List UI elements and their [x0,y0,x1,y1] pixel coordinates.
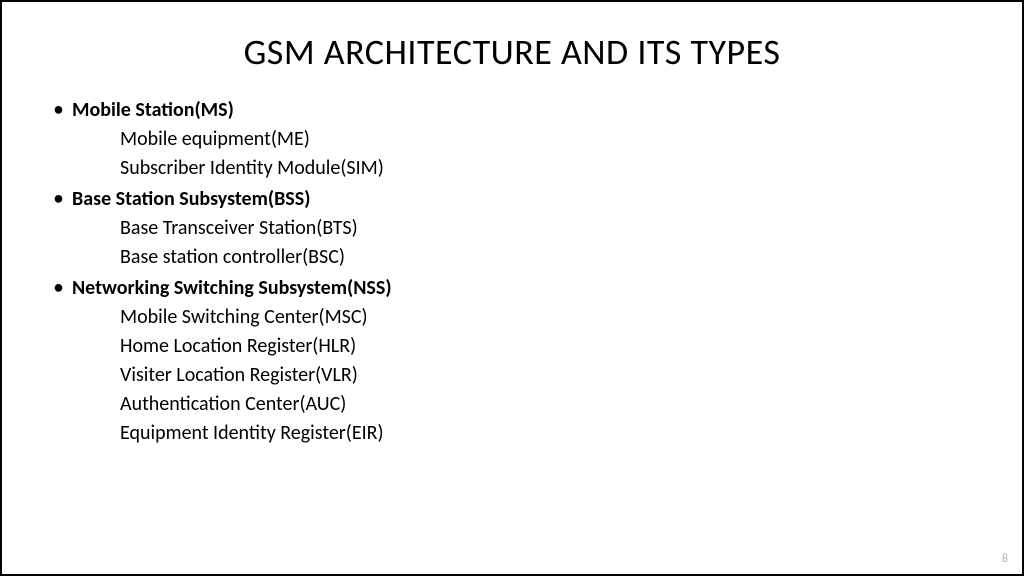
page-number: 8 [1002,552,1008,566]
slide-title: GSM ARCHITECTURE AND ITS TYPES [52,30,972,74]
section-mobile-station: Mobile Station(MS) Mobile equipment(ME) … [52,96,972,183]
slide-content: Mobile Station(MS) Mobile equipment(ME) … [52,96,972,448]
sub-item: Visiter Location Register(VLR) [52,361,972,390]
section-header: Base Station Subsystem(BSS) [52,185,972,214]
section-header: Networking Switching Subsystem(NSS) [52,274,972,303]
section-networking-switching-subsystem: Networking Switching Subsystem(NSS) Mobi… [52,274,972,448]
sub-item: Home Location Register(HLR) [52,332,972,361]
slide-container: GSM ARCHITECTURE AND ITS TYPES Mobile St… [0,0,1024,576]
sub-item: Subscriber Identity Module(SIM) [52,154,972,183]
sub-item: Authentication Center(AUC) [52,390,972,419]
sub-item: Equipment Identity Register(EIR) [52,419,972,448]
section-base-station-subsystem: Base Station Subsystem(BSS) Base Transce… [52,185,972,272]
sub-item: Mobile equipment(ME) [52,125,972,154]
sub-item: Base station controller(BSC) [52,243,972,272]
section-header: Mobile Station(MS) [52,96,972,125]
sub-item: Base Transceiver Station(BTS) [52,214,972,243]
sub-item: Mobile Switching Center(MSC) [52,303,972,332]
